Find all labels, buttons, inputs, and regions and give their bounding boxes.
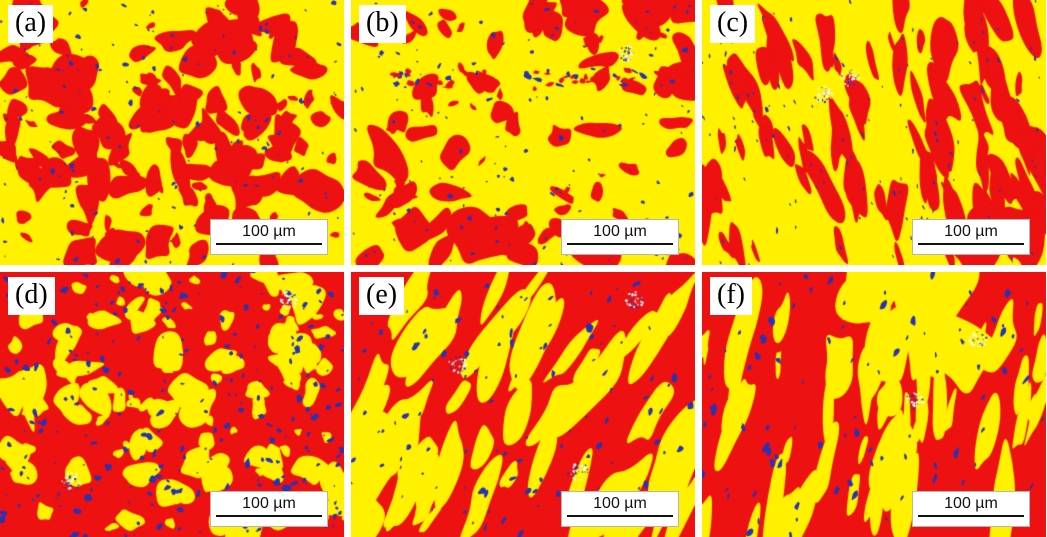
panel-label-f: (f) xyxy=(710,277,752,315)
scale-bar-e: 100 µm xyxy=(561,491,679,527)
panel-label-e: (e) xyxy=(359,277,405,315)
micrograph-panel-e: (e) 100 µm xyxy=(351,272,695,537)
micrograph-panel-c: (c) 100 µm xyxy=(702,0,1046,265)
scale-bar-line-b xyxy=(567,243,673,246)
scale-bar-label-c: 100 µm xyxy=(944,223,998,240)
panel-label-a: (a) xyxy=(8,5,54,43)
scale-bar-d: 100 µm xyxy=(210,491,328,527)
scale-bar-label-d: 100 µm xyxy=(242,495,296,512)
scale-bar-line-d xyxy=(216,515,322,518)
scale-bar-f: 100 µm xyxy=(912,491,1030,527)
scale-bar-c: 100 µm xyxy=(912,219,1030,255)
scale-bar-label-a: 100 µm xyxy=(242,223,296,240)
micrograph-panel-f: (f) 100 µm xyxy=(702,272,1046,537)
scale-bar-label-b: 100 µm xyxy=(593,223,647,240)
scale-bar-a: 100 µm xyxy=(210,219,328,255)
micrograph-panel-b: (b) 100 µm xyxy=(351,0,695,265)
scale-bar-line-c xyxy=(918,243,1024,246)
panel-label-b: (b) xyxy=(359,5,406,43)
scale-bar-line-a xyxy=(216,243,322,246)
scale-bar-b: 100 µm xyxy=(561,219,679,255)
scale-bar-line-f xyxy=(918,515,1024,518)
scale-bar-label-f: 100 µm xyxy=(944,495,998,512)
micrograph-panel-d: (d) 100 µm xyxy=(0,272,344,537)
scale-bar-line-e xyxy=(567,515,673,518)
micrograph-panel-a: (a) 100 µm xyxy=(0,0,344,265)
panel-label-c: (c) xyxy=(710,5,756,43)
panel-label-d: (d) xyxy=(8,277,55,315)
scale-bar-label-e: 100 µm xyxy=(593,495,647,512)
